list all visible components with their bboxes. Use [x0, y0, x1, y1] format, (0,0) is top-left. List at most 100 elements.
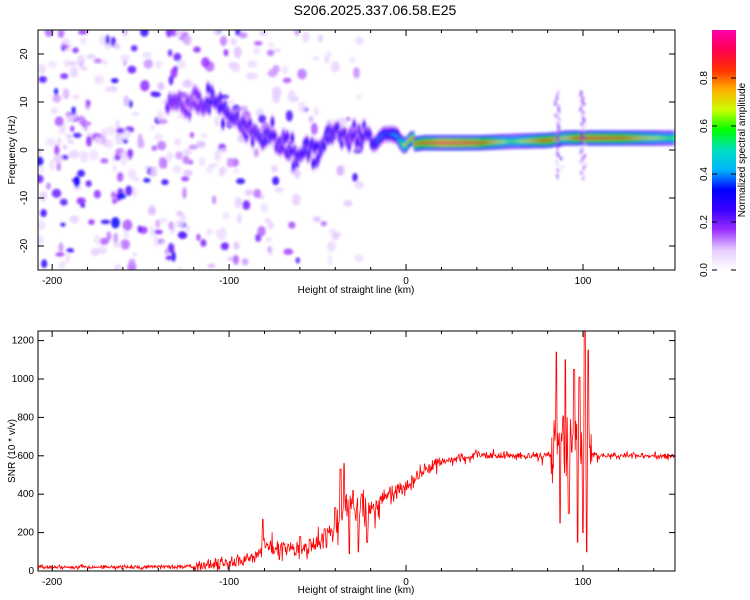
spectrogram-noise-cell: [354, 180, 364, 189]
spectrogram-noise-cell: [320, 220, 327, 227]
snr-x-tick-label: 100: [575, 577, 592, 588]
spectrogram-ridge-core: [672, 135, 675, 141]
spectrogram-spike-cell: [580, 113, 584, 118]
spectrogram-noise-cell: [353, 67, 360, 78]
spectrogram-spike-cell: [555, 139, 559, 144]
spectrogram-noise-cell: [78, 30, 88, 35]
spectrogram-noise-cell: [193, 46, 201, 53]
spectrogram-noise-cell: [177, 231, 188, 240]
spectrogram-noise-cell: [343, 200, 353, 207]
spectrogram-noise-cell: [302, 31, 310, 43]
spectrogram-y-tick-label: 20: [19, 48, 30, 60]
spectrogram-noise-cell: [177, 59, 187, 69]
spectrogram-noise-cell: [100, 158, 109, 164]
spectrogram-noise-cell: [140, 80, 150, 92]
spectrogram-noise-cell: [161, 179, 169, 186]
spectrogram-noise-cell: [52, 94, 62, 103]
spectrogram-noise-cell: [44, 30, 54, 37]
snr-y-tick-label: 800: [17, 412, 34, 423]
spectrogram-noise-cell: [227, 99, 236, 105]
spectrogram-ridge-core: [251, 138, 255, 145]
spectrogram-spike-cell: [582, 165, 586, 170]
spectrogram-noise-cell: [93, 189, 101, 199]
spectrogram-spike-cell: [582, 136, 586, 141]
spectrogram-spike-cell: [580, 133, 584, 138]
snr-x-tick-label: 0: [403, 577, 409, 588]
snr-y-tick-label: 600: [17, 451, 34, 462]
spectrogram-noise-cell: [165, 30, 173, 38]
spectrogram-noise-cell: [128, 258, 136, 267]
spectrogram-ridge-core: [291, 163, 296, 169]
spectrogram-noise-cell: [337, 117, 348, 126]
spectrogram-noise-cell: [212, 30, 220, 37]
spectrogram-noise-cell: [244, 189, 254, 196]
spectrogram-noise-cell: [70, 125, 75, 132]
colorbar-label: Normalized spectral amplitude: [737, 82, 748, 217]
spectrogram-noise-cell: [79, 65, 88, 71]
spectrogram-noise-cell: [117, 193, 127, 200]
spectrogram-noise-cell: [57, 262, 66, 270]
spectrogram-spike-cell: [580, 104, 584, 109]
colorbar-tick-label: 0.4: [699, 167, 710, 181]
spectrogram-spike-cell: [579, 139, 583, 144]
colorbar-tick-label: 0.2: [699, 215, 710, 229]
spectrogram-noise-cell: [133, 176, 140, 182]
spectrogram-noise-cell: [257, 225, 266, 237]
spectrogram-noise-cell: [198, 157, 206, 167]
spectrogram-noise-cell: [267, 246, 272, 254]
spectrogram-noise-cell: [104, 139, 114, 149]
spectrogram-noise-cell: [85, 180, 92, 188]
spectrogram-noise-cell: [38, 156, 44, 167]
spectrogram-noise-cell: [199, 133, 208, 138]
spectrogram-noise-cell: [206, 166, 213, 174]
spectrogram-y-label: Frequency (Hz): [7, 116, 18, 185]
spectrogram-noise-cell: [183, 169, 193, 177]
spectrogram-noise-cell: [116, 127, 125, 134]
spectrogram-noise-cell: [258, 114, 267, 124]
spectrogram-noise-cell: [58, 242, 64, 253]
spectrogram-noise-cell: [294, 30, 300, 36]
spectrogram-noise-cell: [143, 58, 153, 69]
spectrogram-noise-cell: [182, 79, 193, 88]
spectrogram-spike-cell: [582, 173, 586, 178]
spectrogram-noise-cell: [106, 231, 112, 241]
spectrogram-noise-cell: [287, 90, 296, 102]
spectrogram-noise-cell: [49, 159, 54, 171]
spectrogram-spike-cell: [554, 159, 558, 164]
spectrogram-noise-cell: [218, 148, 228, 153]
spectrogram-noise-cell: [123, 95, 130, 107]
spectrogram-spike-cell: [558, 119, 562, 124]
spectrogram-spike-cell: [556, 162, 560, 167]
spectrogram-noise-cell: [59, 198, 68, 206]
colorbar-axis: 0.0 0.2 0.4 0.6 0.8: [699, 71, 736, 277]
spectrogram-noise-cell: [254, 40, 263, 46]
spectrogram-noise-cell: [122, 219, 133, 231]
spectrogram-noise-cell: [76, 54, 85, 67]
spectrogram-noise-cell: [167, 242, 175, 254]
spectrogram-noise-cell: [230, 37, 237, 46]
spectrogram-noise-cell: [66, 248, 75, 253]
spectrogram-noise-cell: [160, 240, 166, 246]
spectrogram-noise-cell: [56, 161, 61, 172]
spectrogram-noise-cell: [238, 32, 248, 39]
spectrogram-noise-cell: [50, 107, 58, 115]
spectrogram-noise-cell: [89, 149, 99, 161]
spectrogram-noise-cell: [297, 68, 307, 80]
spectrogram-noise-cell: [154, 229, 163, 235]
snr-y-tick-label: 1200: [12, 336, 35, 347]
spectrogram-noise-cell: [235, 178, 246, 185]
spectrogram-spike-cell: [581, 156, 585, 161]
spectrogram-noise-cell: [137, 133, 143, 144]
spectrogram-noise-cell: [349, 56, 356, 64]
spectrogram-noise-cell: [54, 116, 64, 127]
spectrogram-noise-cell: [158, 156, 167, 169]
spectrogram-noise-cell: [214, 116, 219, 127]
spectrogram-noise-cell: [172, 164, 182, 174]
spectrogram-noise-cell: [72, 132, 82, 138]
snr-frame: [37, 330, 676, 572]
spectrogram-noise-cell: [112, 198, 118, 204]
spectrogram-y-tick-label: 10: [19, 96, 30, 108]
spectrogram-noise-cell: [167, 49, 173, 57]
spectrogram-noise-cell: [297, 101, 307, 113]
